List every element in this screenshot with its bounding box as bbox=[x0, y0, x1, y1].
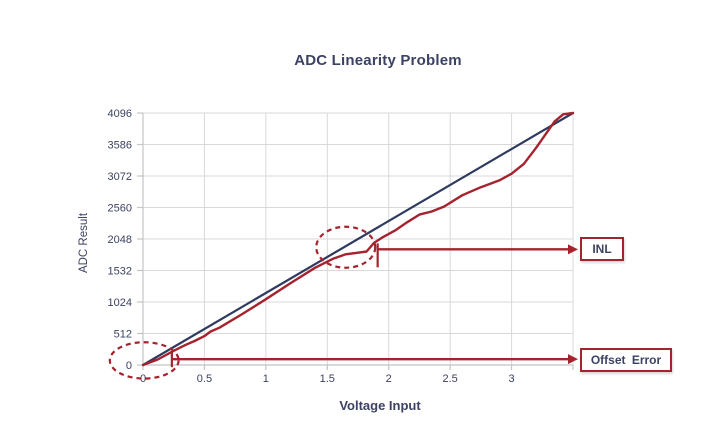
x-tick-labels: 0 0.5 1 1.5 2 2.5 3 bbox=[140, 373, 515, 385]
y-tick-label: 2048 bbox=[108, 234, 132, 246]
x-axis-title: Voltage Input bbox=[339, 398, 421, 413]
y-tick-label: 0 bbox=[126, 360, 132, 372]
offset-arrow-head bbox=[568, 354, 578, 365]
inl-annotation-box: INL bbox=[580, 237, 624, 261]
y-tick-labels: 0 512 1024 1532 2048 2560 3072 3586 4096 bbox=[108, 108, 132, 372]
x-tick-label: 1 bbox=[263, 373, 269, 385]
x-tick-label: 3 bbox=[509, 373, 515, 385]
inl-arrow bbox=[376, 243, 578, 268]
ideal-transfer-line bbox=[141, 111, 575, 367]
x-tick-label: 0 bbox=[140, 373, 146, 385]
x-tick-label: 1.5 bbox=[320, 373, 335, 385]
x-tick-label: 2.5 bbox=[442, 373, 457, 385]
y-tick-label: 3586 bbox=[108, 140, 132, 152]
x-tick-label: 0.5 bbox=[197, 373, 212, 385]
y-tick-label: 1532 bbox=[108, 266, 132, 278]
chart-title: ADC Linearity Problem bbox=[294, 52, 462, 69]
offset-region bbox=[108, 341, 180, 380]
gridlines bbox=[142, 112, 574, 366]
inl-arrow-head bbox=[568, 244, 578, 255]
inl-region bbox=[315, 225, 377, 269]
y-tick-label: 3072 bbox=[108, 171, 132, 183]
inl-annotation-label: INL bbox=[592, 242, 612, 256]
y-tick-label: 4096 bbox=[108, 108, 132, 120]
y-tick-label: 2560 bbox=[108, 203, 132, 215]
offset-error-annotation-label: Offset Error bbox=[590, 353, 662, 367]
y-tick-label: 512 bbox=[114, 329, 132, 341]
tick-marks bbox=[137, 112, 574, 370]
y-tick-label: 1024 bbox=[108, 297, 132, 309]
offset-error-annotation-box: Offset Error bbox=[580, 348, 672, 372]
offset-arrow bbox=[170, 351, 578, 368]
x-tick-label: 2 bbox=[386, 373, 392, 385]
